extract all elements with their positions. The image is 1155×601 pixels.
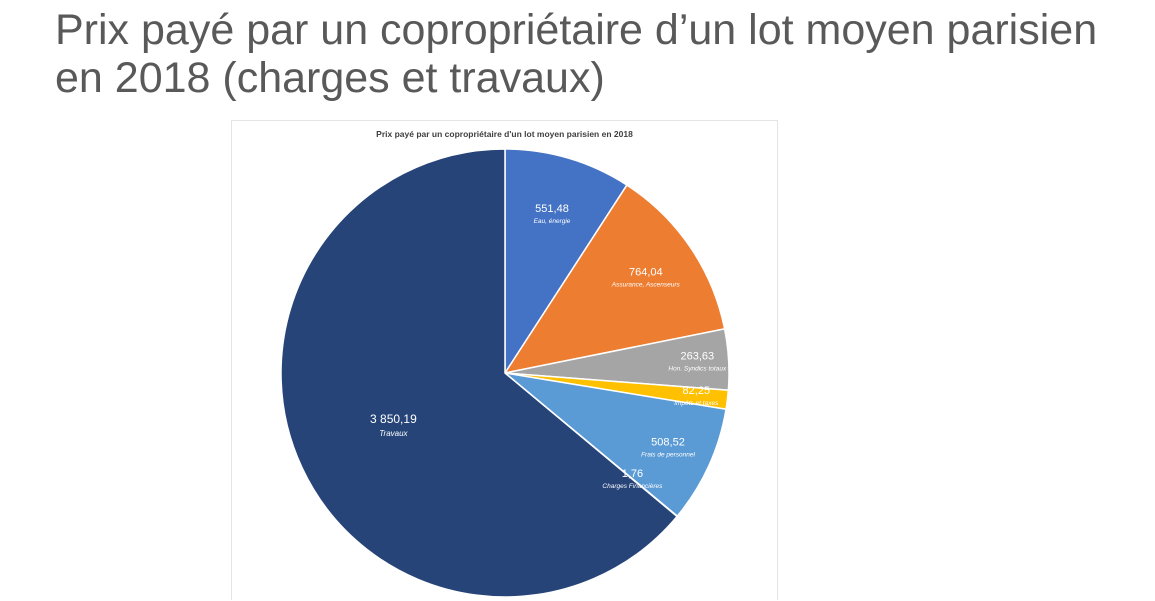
pie-slice-assurance-ascenseurs — [503, 184, 726, 375]
data-label-value-hon-syndics-totaux: 263,63 — [680, 350, 714, 362]
data-label-name-impots-et-taxes: Impôts et taxes — [674, 400, 719, 407]
data-label-value-assurance-ascenseurs: 764,04 — [629, 266, 663, 278]
chart-title: Prix payé par un copropriétaire d'un lot… — [376, 129, 633, 139]
data-label-name-frais-de-personnel: Frais de personnel — [641, 451, 695, 458]
pie-data-labels: 551,48 Eau, énergie 764,04 Assurance, Ascen… — [370, 203, 727, 490]
data-label-value-frais-de-personnel: 508,52 — [651, 436, 685, 448]
data-label-name-travaux: Travaux — [379, 429, 408, 438]
data-label-value-charges-financieres: 1,76 — [622, 468, 643, 480]
slide-title: Prix payé par un copropriétaire d’un lot… — [55, 6, 1098, 102]
pie-chart: Prix payé par un copropriétaire d'un lot… — [231, 120, 778, 600]
pie-chart-svg: Prix payé par un copropriétaire d'un lot… — [280, 129, 730, 598]
data-label-value-impots-et-taxes: 82,25 — [683, 385, 711, 397]
pie-slices — [280, 148, 730, 598]
pie-slice-eau-energie — [504, 148, 628, 376]
data-label-name-assurance-ascenseurs: Assurance, Ascenseurs — [611, 281, 681, 288]
pie-slice-travaux — [280, 148, 679, 598]
data-label-name-charges-financieres: Charges Financières — [602, 483, 663, 490]
data-label-value-travaux: 3 850,19 — [370, 412, 417, 426]
pie-slice-frais-de-personnel — [502, 371, 727, 518]
data-label-name-eau-energie: Eau, énergie — [534, 218, 571, 225]
data-label-value-eau-energie: 551,48 — [535, 203, 569, 215]
data-label-name-hon-syndics-totaux: Hon. Syndics totaux — [668, 365, 727, 372]
